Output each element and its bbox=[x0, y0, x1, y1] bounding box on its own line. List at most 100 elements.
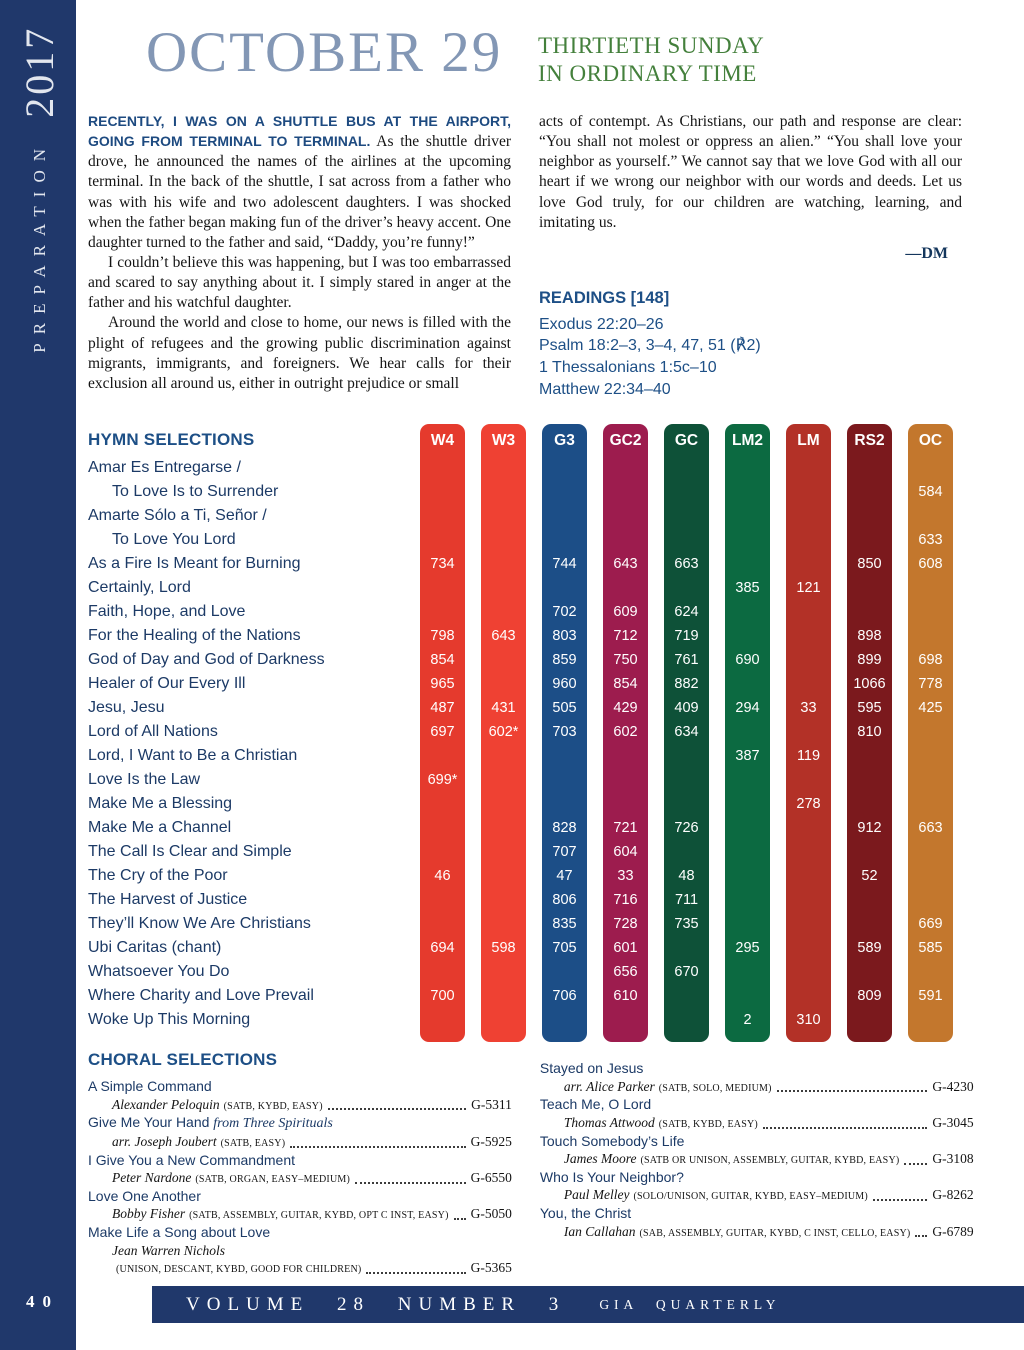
hymn-number-cell bbox=[908, 504, 953, 528]
hymnal-columns: W4 734 798 854 965 487 697 699* 46 694 700 W3 643 431… bbox=[420, 424, 953, 1042]
catalog-number: G-5311 bbox=[471, 1096, 512, 1112]
hymn-number-cell bbox=[481, 504, 526, 528]
hymn-number-cell: 409 bbox=[674, 700, 699, 716]
hymn-number-cell bbox=[725, 984, 770, 1008]
hymn-number-cell bbox=[664, 528, 709, 552]
hymn-number-cell: 643 bbox=[491, 628, 516, 644]
reading-item: Matthew 22:34–40 bbox=[539, 380, 671, 398]
choral-credit: Alexander Peloquin (SATB, KYBD, EASY) G-5… bbox=[88, 1096, 512, 1114]
hymn-number-cell: 585 bbox=[918, 940, 943, 956]
hymn-number-cell bbox=[786, 552, 831, 576]
hymn-number-cell bbox=[481, 816, 526, 840]
hymn-number-cell: 728 bbox=[613, 916, 638, 932]
footer-volume: VOLUME 28 NUMBER 3 bbox=[186, 1293, 566, 1315]
hymnal-column-GC: GC 663 624 719 761 882 409 634 726 48 711 735 670 bbox=[664, 424, 709, 1042]
hymn-number-cell bbox=[908, 576, 953, 600]
dotted-leader bbox=[872, 1199, 928, 1202]
voicing-detail: (SAB, ASSEMBLY, GUITAR, KYBD, C INST, CE… bbox=[639, 1227, 911, 1239]
hymn-number-cell bbox=[908, 840, 953, 864]
choral-selections-section: CHORAL SELECTIONS A Simple Command Alexan… bbox=[88, 1050, 974, 1278]
hymn-number-cell bbox=[420, 888, 465, 912]
hymn-number-cell bbox=[786, 888, 831, 912]
composer-name: Peter Nardone bbox=[112, 1170, 192, 1186]
choral-credit: James Moore (SATB OR UNISON, ASSEMBLY, G… bbox=[540, 1150, 974, 1168]
hymn-number-cell bbox=[908, 768, 953, 792]
catalog-number: G-5050 bbox=[470, 1206, 512, 1222]
hymn-title: Certainly, Lord bbox=[88, 579, 191, 596]
hymn-number-cell bbox=[786, 528, 831, 552]
reading-item: Psalm 18:2–3, 3–4, 47, 51 (℟2) bbox=[539, 337, 761, 355]
hymn-number-cell bbox=[603, 768, 648, 792]
hymn-number-cell: 278 bbox=[796, 796, 821, 812]
hymn-number-cell: 705 bbox=[552, 940, 577, 956]
voicing-detail: (SATB, EASY) bbox=[220, 1137, 286, 1149]
hymn-number-cell bbox=[481, 576, 526, 600]
hymn-number-cell bbox=[725, 720, 770, 744]
hymn-number-cell bbox=[420, 480, 465, 504]
hymn-number-cell: 295 bbox=[735, 940, 760, 956]
hymn-number-cell: 882 bbox=[674, 676, 699, 692]
hymn-number-cell: 505 bbox=[552, 700, 577, 716]
choral-entry: I Give You a New Commandment Peter Nardon… bbox=[88, 1152, 512, 1187]
hymn-number-cell bbox=[847, 744, 892, 768]
hymn-title: They’ll Know We Are Christians bbox=[88, 915, 311, 932]
hymn-number-cell bbox=[725, 912, 770, 936]
hymn-number-cell: 608 bbox=[918, 556, 943, 572]
readings-list: Exodus 22:20–26 Psalm 18:2–3, 3–4, 47, 51… bbox=[539, 314, 962, 400]
hymn-number-cell: 806 bbox=[552, 892, 577, 908]
hymn-number-cell bbox=[603, 456, 648, 480]
composer-name: Ian Callahan bbox=[563, 1223, 636, 1239]
hymn-number-cell bbox=[481, 552, 526, 576]
hymn-number-cell bbox=[481, 1008, 526, 1032]
hymn-number-cell bbox=[725, 528, 770, 552]
hymn-number-cell bbox=[420, 504, 465, 528]
composer-name: Thomas Attwood bbox=[563, 1114, 655, 1130]
hymn-number-cell bbox=[664, 840, 709, 864]
choral-credit: Jean Warren Nichols bbox=[88, 1242, 512, 1259]
hymn-number-cell: 589 bbox=[857, 940, 882, 956]
choral-title: Make Life a Song about Love bbox=[88, 1224, 271, 1241]
hymn-number-cell bbox=[481, 888, 526, 912]
hymn-number-cell: 850 bbox=[857, 556, 882, 572]
hymn-number-cell: 48 bbox=[678, 868, 695, 884]
hymn-number-cell bbox=[664, 744, 709, 768]
article-column-left: RECENTLY, I WAS ON A SHUTTLE BUS AT THE … bbox=[88, 112, 511, 400]
dotted-leader bbox=[776, 1090, 928, 1093]
hymnal-column-LM: LM 121 33 119 278 310 bbox=[786, 424, 831, 1042]
article-lead-in: RECENTLY, I WAS ON A SHUTTLE BUS AT THE … bbox=[88, 113, 511, 150]
hymnal-column-LM2: LM2 385 690 294 387 295 2 bbox=[725, 424, 770, 1042]
hymn-title: The Cry of the Poor bbox=[88, 867, 228, 884]
hymn-number-cell bbox=[786, 960, 831, 984]
article-paragraph: acts of contempt. As Christians, our pat… bbox=[539, 113, 962, 231]
hymn-number-cell: 609 bbox=[613, 604, 638, 620]
author-byline: —DM bbox=[905, 244, 948, 262]
hymn-title: To Love Is to Surrender bbox=[112, 483, 279, 500]
choral-credit: Ian Callahan (SAB, ASSEMBLY, GUITAR, KYB… bbox=[540, 1223, 974, 1241]
hymn-number-cell: 711 bbox=[674, 892, 699, 908]
choral-entry: A Simple Command Alexander Peloquin (SATB… bbox=[88, 1078, 512, 1113]
hymn-number-cell bbox=[603, 480, 648, 504]
hymn-number-cell bbox=[725, 624, 770, 648]
hymn-number-cell bbox=[664, 504, 709, 528]
catalog-number: G-8262 bbox=[932, 1187, 974, 1203]
catalog-number: G-3045 bbox=[932, 1114, 974, 1130]
voicing-detail: (SATB, KYBD, EASY) bbox=[223, 1100, 323, 1112]
composer-name: Paul Melley bbox=[563, 1187, 630, 1203]
choral-title: Teach Me, O Lord bbox=[539, 1096, 652, 1113]
footer-magazine: GIA QUARTERLY bbox=[599, 1296, 781, 1312]
hymn-number-cell: 898 bbox=[857, 628, 882, 644]
hymn-number-cell: 119 bbox=[796, 748, 821, 764]
hymn-number-cell: 46 bbox=[434, 868, 451, 884]
hymn-number-cell bbox=[542, 504, 587, 528]
hymnal-column-OC: OC 584 633 608 698 778 425 663 669 585 591 bbox=[908, 424, 953, 1042]
hymn-number-cell: 690 bbox=[735, 652, 760, 668]
hymn-number-cell bbox=[786, 456, 831, 480]
hymn-number-cell: 744 bbox=[552, 556, 577, 572]
choral-credit: Paul Melley (SOLO/UNISON, GUITAR, KYBD, … bbox=[540, 1186, 974, 1204]
hymn-number-cell: 778 bbox=[918, 676, 943, 692]
hymn-number-cell bbox=[542, 576, 587, 600]
hymn-number-cell bbox=[725, 792, 770, 816]
choral-entry: Touch Somebody’s Life James Moore (SATB O… bbox=[540, 1133, 974, 1168]
choral-entry: Stayed on Jesus arr. Alice Parker (SATB, … bbox=[540, 1060, 974, 1095]
hymn-number-cell bbox=[847, 504, 892, 528]
